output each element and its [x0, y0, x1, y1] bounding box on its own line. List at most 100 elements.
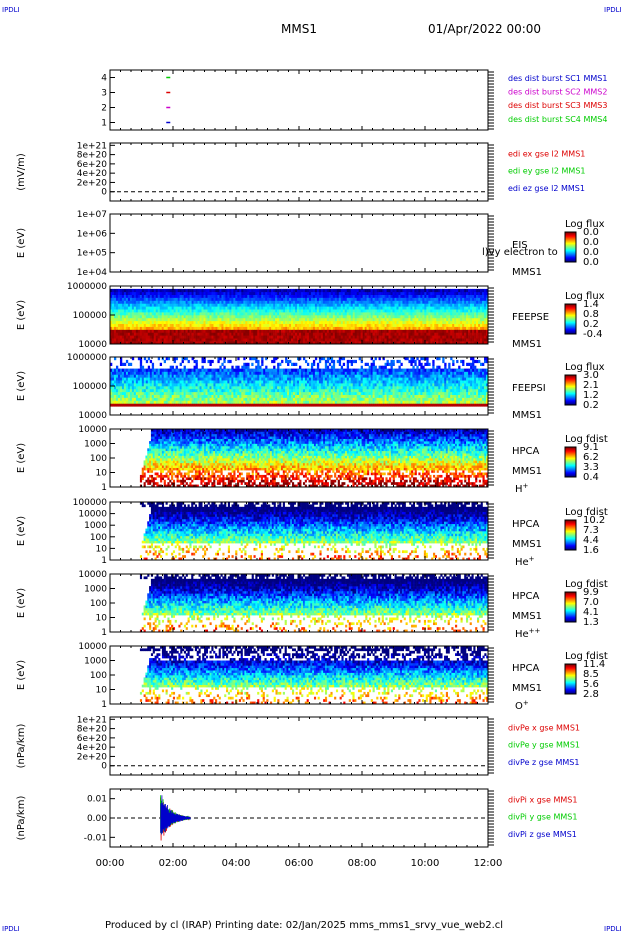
panel-hpca_o-spacecraft: MMS1: [512, 683, 542, 694]
panel-hpca_h-ylabel: E (eV): [16, 443, 27, 473]
panel-hpca_he2-species: He++: [515, 627, 541, 640]
x-tick-label-4: 08:00: [348, 858, 377, 869]
panel-hpca_he-ytick-label: 100000: [73, 498, 108, 508]
panel-hpca_he2-spacecraft: MMS1: [512, 611, 542, 622]
panel-hpca_he2-ytick-label: 10000: [78, 570, 107, 580]
panel-edi-ytick-label: 1e+21: [77, 141, 107, 151]
panel-hpca_h-spectrogram: [140, 429, 488, 487]
panel-hpca_he2-ylabel: E (eV): [16, 588, 27, 618]
panel-burst-frame: [110, 70, 488, 130]
panel-divpi-traces: [160, 795, 190, 840]
x-tick-label-3: 06:00: [285, 858, 314, 869]
panel-edi-ytick-label: 2e+20: [77, 178, 108, 188]
x-tick-label-0: 00:00: [96, 858, 125, 869]
panel-feepse-spacecraft: MMS1: [512, 339, 542, 350]
panel-hpca_he-species: He+: [515, 555, 535, 568]
panel-hpca_h-spacecraft: MMS1: [512, 466, 542, 477]
x-tick-label-5: 10:00: [411, 858, 440, 869]
panel-burst-legend-1: des dist burst SC2 MMS2: [508, 88, 607, 97]
panel-burst-ytick-label: 3: [101, 89, 107, 99]
panel-feepse-ylabel: E (eV): [16, 300, 27, 330]
panel-feepsi-spacecraft: MMS1: [512, 410, 542, 421]
panel-divpi-ytick-label: 0.01: [87, 795, 107, 805]
panel-divpe-ytick-label: 6e+20: [77, 734, 108, 744]
panel-hpca_o-ytick-label: 10000: [78, 642, 107, 652]
panel-divpe-frame: [110, 717, 488, 775]
panel-hpca_he-ytick-label: 1000: [84, 521, 107, 531]
x-tick-label-6: 12:00: [474, 858, 503, 869]
panel-hpca_h-ytick-label: 100: [90, 454, 107, 464]
panel-burst-ytick-label: 1: [101, 119, 107, 129]
panel-hpca_he2-ytick-label: 100: [90, 599, 107, 609]
panel-eis-ytick-label: 1e+06: [77, 229, 108, 239]
panel-hpca_he-ytick-label: 10: [96, 544, 108, 554]
panel-hpca_o-ytick-label: 100: [90, 671, 107, 681]
panel-hpca_he2-spectrogram: [140, 574, 488, 632]
panel-feepsi-ytick-label: 100000: [73, 382, 108, 392]
panel-hpca_o-ytick-label: 1000: [84, 657, 107, 667]
panel-hpca_o-ytick-label: 10: [96, 686, 108, 696]
panel-hpca_h-ytick-label: 10: [96, 469, 108, 479]
panel-hpca_h-ytick-label: 10000: [78, 425, 107, 435]
panel-burst-ytick-label: 2: [101, 104, 107, 114]
panel-feepse-colorbar-tick: -0.4: [583, 329, 603, 340]
panel-hpca_h-ytick-label: 1: [101, 483, 107, 493]
panel-hpca_o-colorbar-tick: 2.8: [583, 689, 599, 700]
panel-burst-legend-3: des dist burst SC4 MMS4: [508, 115, 607, 124]
panel-hpca_he2-ytick-label: 1000: [84, 585, 107, 595]
panel-feepsi-spectrogram: [110, 357, 488, 407]
panel-divpe-legend-0: divPe x gse MMS1: [508, 724, 580, 733]
panel-divpe-legend-1: divPe y gse MMS1: [508, 741, 580, 750]
panel-divpe-ytick-label: 2e+20: [77, 752, 108, 762]
panel-burst-ytick-label: 4: [101, 74, 107, 84]
panel-edi-frame: [110, 143, 488, 201]
panel-edi-ylabel: (mV/m): [16, 153, 27, 191]
panel-divpe-ylabel: (nPa/km): [16, 724, 27, 769]
panel-divpi-legend-0: divPi x gse MMS1: [508, 796, 577, 805]
panel-divpi-legend-2: divPi z gse MMS1: [508, 830, 577, 839]
panel-hpca_he-spacecraft: MMS1: [512, 539, 542, 550]
panel-eis-frame: [110, 214, 488, 272]
panel-feepse-instrument: FEEPSE: [512, 312, 549, 323]
panel-hpca_he-colorbar-tick: 1.6: [583, 545, 599, 556]
panel-divpi-ytick-label: 0.00: [87, 814, 107, 824]
panel-burst-legend-0: des dist burst SC1 MMS1: [508, 74, 607, 83]
panel-divpi-legend-1: divPi y gse MMS1: [508, 813, 577, 822]
panel-hpca_he2-colorbar-tick: 1.3: [583, 617, 599, 628]
panel-hpca_he2-instrument: HPCA: [512, 591, 540, 602]
panel-divpe-ytick-label: 0: [101, 762, 107, 772]
panel-eis-ytick-label: 1e+04: [77, 268, 108, 278]
footer-credit: Produced by cl (IRAP) Printing date: 02/…: [105, 920, 503, 931]
panel-feepsi-ytick-label: 10000: [78, 411, 107, 421]
panel-feepsi-instrument: FEEPSI: [512, 383, 546, 394]
panel-hpca_he2-ytick-label: 1: [101, 628, 107, 638]
panel-eis-ytick-label: 1e+07: [77, 210, 107, 220]
panel-edi-ytick-label: 4e+20: [77, 169, 108, 179]
panel-feepse-ytick-label: 10000: [78, 340, 107, 350]
panel-edi-legend-2: edi ez gse l2 MMS1: [508, 184, 585, 193]
panel-hpca_he-ylabel: E (eV): [16, 516, 27, 546]
panel-hpca_h-colorbar-tick: 0.4: [583, 472, 599, 483]
panel-hpca_h-species: H+: [515, 482, 529, 495]
panel-divpe-ytick-label: 1e+21: [77, 715, 107, 725]
panel-hpca_h-ytick-label: 1000: [84, 440, 107, 450]
panel-hpca_he-ytick-label: 100: [90, 533, 107, 543]
panel-burst-legend-2: des dist burst SC3 MMS3: [508, 101, 607, 110]
panel-divpe-legend-2: divPe z gse MMS1: [508, 758, 579, 767]
panel-hpca_o-ytick-label: 1: [101, 700, 107, 710]
panel-hpca_he-spectrogram: [140, 502, 488, 560]
panel-feepse-spectrogram: [110, 289, 488, 344]
panel-feepse-ytick-label: 1000000: [67, 282, 107, 292]
panel-divpe-ytick-label: 8e+20: [77, 725, 108, 735]
panel-feepsi-colorbar-tick: 0.2: [583, 400, 599, 411]
panel-edi-legend-0: edi ex gse l2 MMS1: [508, 150, 585, 159]
panel-edi-ytick-label: 6e+20: [77, 160, 108, 170]
panel-edi-legend-1: edi ey gse l2 MMS1: [508, 167, 586, 176]
panel-eis-spacecraft: MMS1: [512, 267, 542, 278]
panel-eis-overlay-text: l)vy electron to: [482, 247, 558, 258]
panel-eis-ylabel: E (eV): [16, 228, 27, 258]
panel-divpi-ylabel: (nPa/km): [16, 796, 27, 841]
panel-feepse-ytick-label: 100000: [73, 311, 108, 321]
panel-hpca_he-ytick-label: 10000: [78, 510, 107, 520]
panel-divpi-ytick-label: -0.01: [84, 833, 107, 843]
